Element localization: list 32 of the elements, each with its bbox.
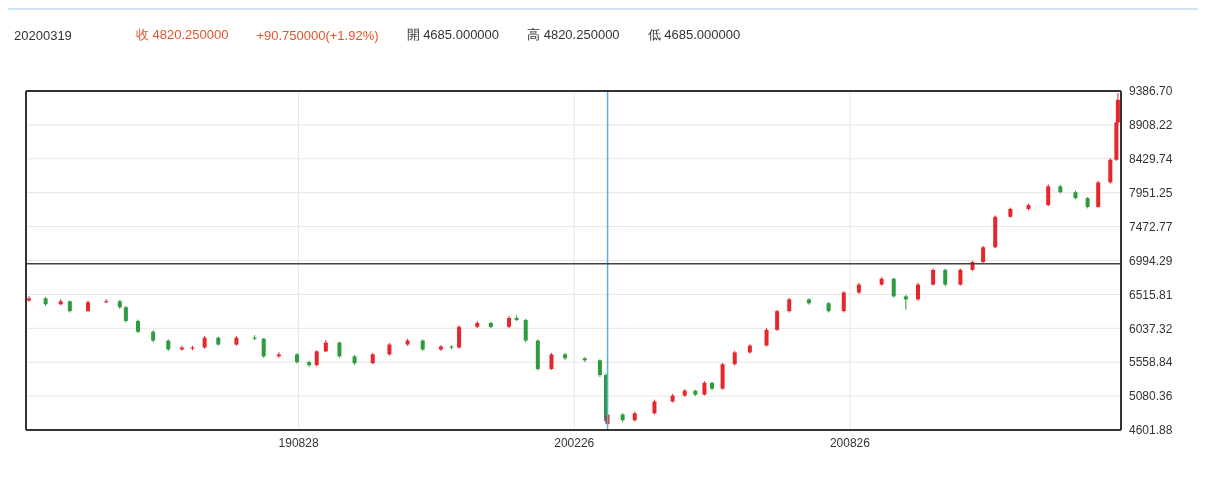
x-tick-label: 190828	[278, 435, 319, 450]
y-tick-label: 9386.70	[1129, 84, 1173, 99]
text: 收 4820.250000	[135, 26, 229, 44]
x-tick-label: 200226	[554, 435, 595, 450]
y-tick-label: 6994.29	[1129, 253, 1173, 268]
candlestick	[523, 318, 528, 343]
y-tick-label: 5558.84	[1129, 355, 1173, 370]
candlestick	[1046, 183, 1051, 207]
y-tick-label: 5080.36	[1129, 389, 1173, 404]
candlestick	[775, 309, 780, 332]
text: 低 4685.000000	[647, 26, 741, 44]
candlestick	[806, 297, 811, 306]
candlestick	[903, 294, 908, 311]
y-tick-label: 4601.88	[1129, 423, 1173, 438]
text: 高 4820.250000	[527, 26, 620, 44]
candlestick	[457, 324, 462, 350]
text: 20200319	[14, 27, 72, 43]
y-tick-label: 8908.22	[1129, 118, 1173, 133]
text: 開 4685.000000	[406, 26, 500, 44]
candlestick	[764, 327, 769, 348]
candlestick	[307, 360, 312, 368]
candlestick	[1108, 157, 1113, 185]
text: +90.750000(+1.92%)	[256, 27, 379, 43]
y-tick-label: 7951.25	[1129, 185, 1173, 200]
y-tick-label: 8429.74	[1129, 152, 1173, 167]
candlestick	[261, 337, 266, 359]
y-tick-label: 7472.77	[1129, 219, 1173, 234]
candlestick	[891, 277, 896, 299]
x-tick-label: 200826	[829, 435, 871, 450]
y-tick-label: 6515.81	[1129, 287, 1173, 302]
y-tick-label: 6037.32	[1129, 321, 1173, 336]
candlestick	[841, 290, 846, 314]
